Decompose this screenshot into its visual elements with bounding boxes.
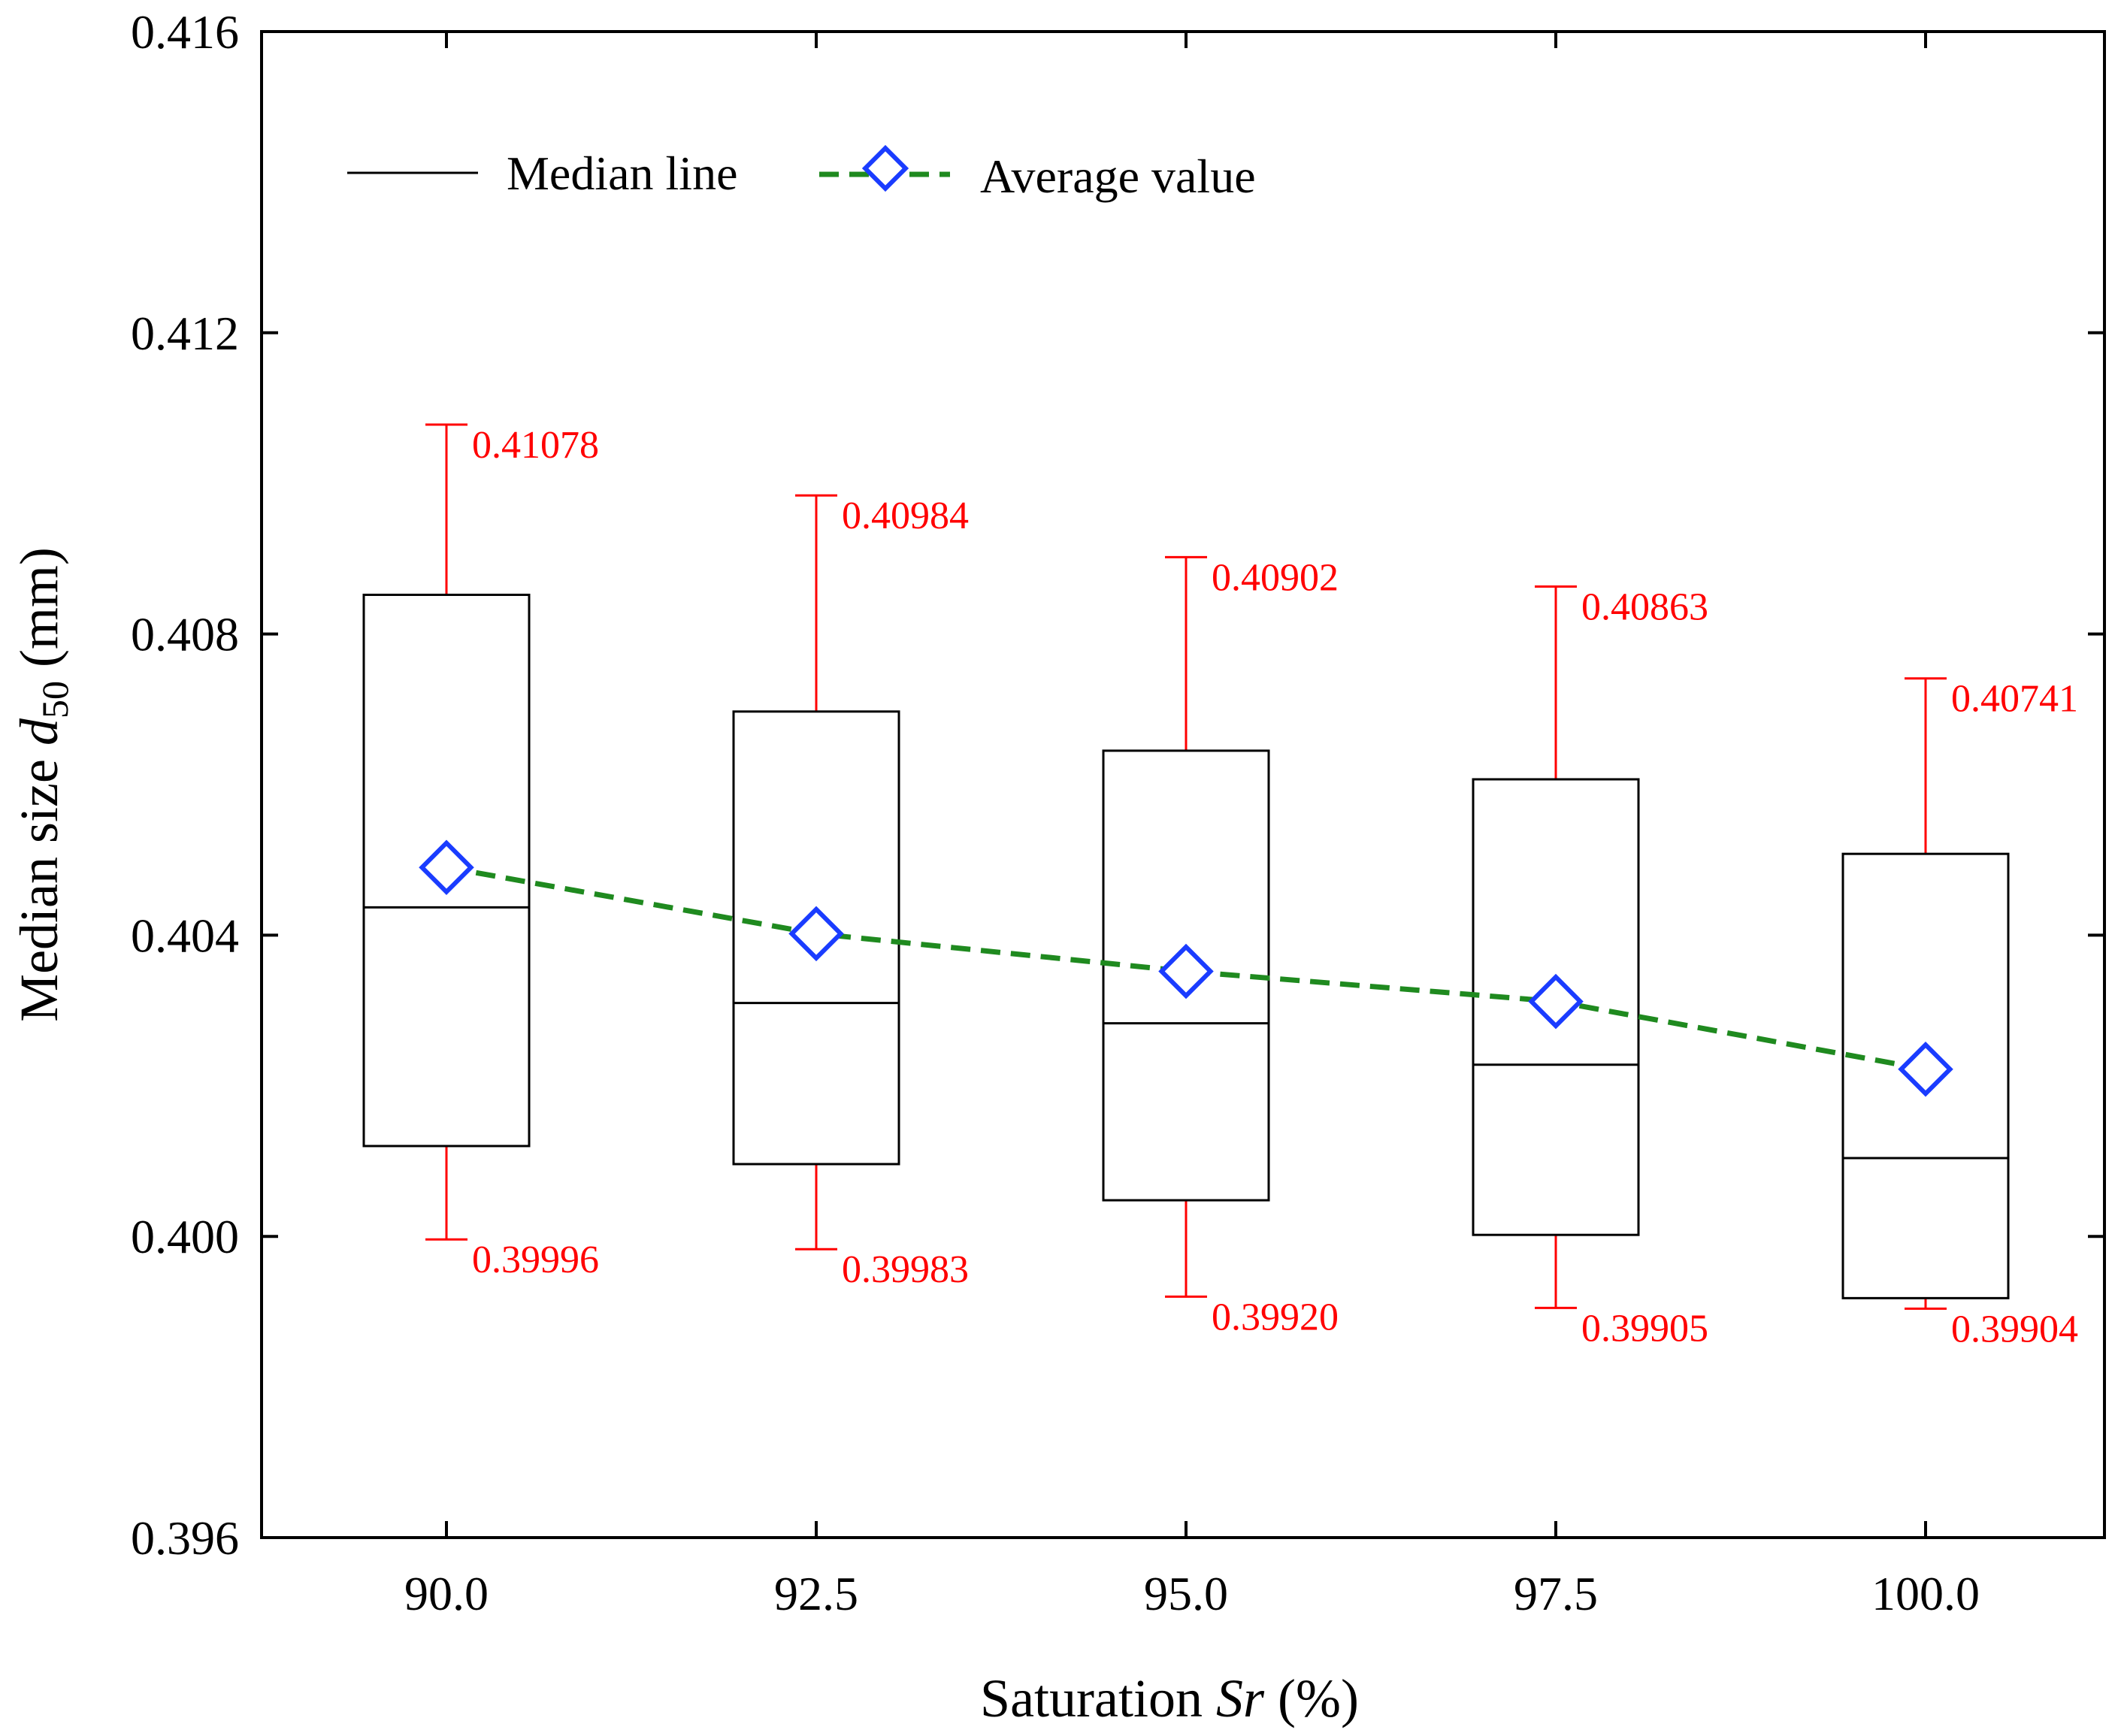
- boxes-group: 0.41078 0.39996 0.40984 0.39983 0.40902 0.399…: [362, 423, 2078, 1350]
- whisker-high-label: 0.40863: [1581, 585, 1708, 628]
- average-series: [419, 839, 1953, 1097]
- x-axis: 90.0 92.5 95.0 97.5 100.0: [404, 32, 1980, 1620]
- box-group: 0.40863 0.39905: [1472, 585, 1708, 1350]
- legend-average-label: Average value: [980, 150, 1256, 203]
- box-group: 0.40984 0.39983: [732, 494, 969, 1291]
- box-iqr: [362, 593, 531, 1148]
- y-tick-label: 0.404: [131, 909, 239, 962]
- x-title-part-3: (%): [1264, 1668, 1359, 1728]
- whisker-high-label: 0.40902: [1212, 556, 1339, 599]
- y-tick-label: 0.400: [131, 1210, 239, 1263]
- y-tick-label: 0.408: [131, 608, 239, 661]
- y-axis: 0.396 0.400 0.404 0.408 0.412 0.416: [131, 5, 2104, 1565]
- average-marker: [788, 906, 844, 962]
- whisker-high-label: 0.40984: [842, 494, 969, 537]
- average-marker: [1898, 1041, 1953, 1097]
- whisker-low-label: 0.39920: [1212, 1296, 1339, 1338]
- x-tick-label: 92.5: [774, 1567, 858, 1620]
- y-tick-label: 0.416: [131, 5, 239, 59]
- y-tick-label: 0.412: [131, 307, 239, 360]
- average-marker: [419, 839, 474, 895]
- y-title-part-1: Median size: [9, 746, 69, 1022]
- x-tick-label: 95.0: [1144, 1567, 1228, 1620]
- box-group: 0.41078 0.39996: [362, 423, 599, 1281]
- x-title-part-1: Saturation: [980, 1668, 1216, 1728]
- x-tick-label: 90.0: [404, 1567, 489, 1620]
- whisker-low-label: 0.39996: [472, 1238, 599, 1281]
- x-tick-label: 97.5: [1514, 1567, 1598, 1620]
- box-group: 0.40902 0.39920: [1102, 555, 1339, 1338]
- average-marker: [1528, 973, 1584, 1030]
- plot-frame: [260, 30, 2106, 1539]
- legend: Median line Average value: [347, 144, 1256, 203]
- average-marker: [1158, 943, 1214, 1000]
- whisker-low-label: 0.39905: [1581, 1307, 1708, 1350]
- whisker-low-label: 0.39904: [1951, 1308, 2078, 1350]
- legend-average-marker: [861, 144, 909, 192]
- average-line: [446, 864, 1926, 1072]
- whisker-high-label: 0.40741: [1951, 678, 2078, 721]
- y-title-part-4: (mm): [9, 547, 69, 681]
- box-iqr: [732, 710, 900, 1166]
- legend-median-label: Median line: [507, 147, 737, 200]
- x-title-part-2: Sr: [1216, 1668, 1265, 1728]
- y-axis-title: Median size d50 (mm): [9, 547, 76, 1022]
- y-tick-label: 0.396: [131, 1511, 239, 1565]
- box-iqr: [1841, 852, 2010, 1299]
- x-axis-title: Saturation Sr (%): [980, 1668, 1359, 1728]
- whisker-high-label: 0.41078: [472, 424, 599, 467]
- x-tick-label: 100.0: [1871, 1567, 1980, 1620]
- box-iqr: [1472, 778, 1640, 1236]
- y-title-part-3: 50: [34, 681, 76, 718]
- box-group: 0.40741 0.39904: [1841, 677, 2078, 1350]
- y-title-part-2: d: [9, 718, 69, 746]
- whisker-low-label: 0.39983: [842, 1248, 969, 1291]
